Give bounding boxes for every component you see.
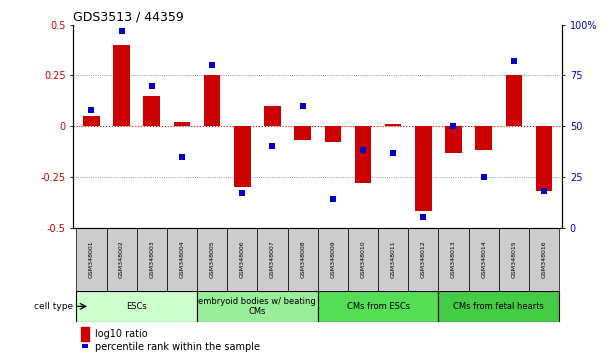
Bar [354,126,371,183]
Bar [385,124,401,126]
Bar [318,291,439,322]
Point [298,103,307,109]
Bar [197,228,227,291]
Text: GSM348004: GSM348004 [180,240,185,278]
Bar [536,126,552,191]
Bar [106,228,137,291]
Bar [295,126,311,140]
Text: GSM348014: GSM348014 [481,240,486,278]
Bar [378,228,408,291]
Point [388,150,398,155]
Point [207,63,217,68]
Bar [204,75,221,126]
Text: GSM348007: GSM348007 [270,240,275,278]
Text: GSM348013: GSM348013 [451,240,456,278]
Point [539,188,549,194]
Bar [445,126,462,153]
Point [448,123,458,129]
Point [177,154,187,159]
Text: GSM348008: GSM348008 [300,240,305,278]
Text: GSM348011: GSM348011 [390,240,396,278]
Point [238,190,247,196]
Bar [469,228,499,291]
Text: GSM348015: GSM348015 [511,240,516,278]
Bar [348,228,378,291]
Bar [76,291,197,322]
Bar [137,228,167,291]
Point [479,174,489,180]
Text: embryoid bodies w/ beating
CMs: embryoid bodies w/ beating CMs [199,297,316,316]
Bar [167,228,197,291]
Bar [264,106,281,126]
Text: percentile rank within the sample: percentile rank within the sample [95,342,260,352]
Bar [257,228,288,291]
Bar [499,228,529,291]
Text: GSM348003: GSM348003 [149,240,154,278]
Point [117,28,126,34]
Bar [197,291,318,322]
Text: GSM348002: GSM348002 [119,240,124,278]
Point [358,148,368,153]
Text: GSM348012: GSM348012 [421,240,426,278]
Point [87,107,97,113]
Bar [76,228,106,291]
Point [147,83,156,88]
Bar [288,228,318,291]
Point [268,144,277,149]
Text: GSM348016: GSM348016 [541,240,546,278]
Text: GSM348010: GSM348010 [360,240,365,278]
Text: CMs from ESCs: CMs from ESCs [346,302,409,311]
Bar [227,228,257,291]
Point [80,344,90,350]
Text: log10 ratio: log10 ratio [95,329,148,339]
Point [419,215,428,220]
Bar [439,291,559,322]
Text: GSM348009: GSM348009 [331,240,335,278]
Bar [234,126,251,187]
Bar [83,116,100,126]
Bar [324,126,341,142]
Text: GDS3513 / 44359: GDS3513 / 44359 [73,11,184,24]
Bar [113,45,130,126]
Bar [81,327,89,341]
Text: ESCs: ESCs [126,302,147,311]
Text: GSM348005: GSM348005 [210,240,214,278]
Bar [318,228,348,291]
Text: cell type: cell type [34,302,73,311]
Text: GSM348001: GSM348001 [89,240,94,278]
Bar [475,126,492,150]
Point [328,196,338,202]
Bar [505,75,522,126]
Text: GSM348006: GSM348006 [240,240,245,278]
Bar [415,126,431,211]
Bar [144,96,160,126]
Point [509,58,519,64]
Bar [439,228,469,291]
Bar [529,228,559,291]
Text: CMs from fetal hearts: CMs from fetal hearts [453,302,544,311]
Bar [174,122,190,126]
Bar [408,228,439,291]
